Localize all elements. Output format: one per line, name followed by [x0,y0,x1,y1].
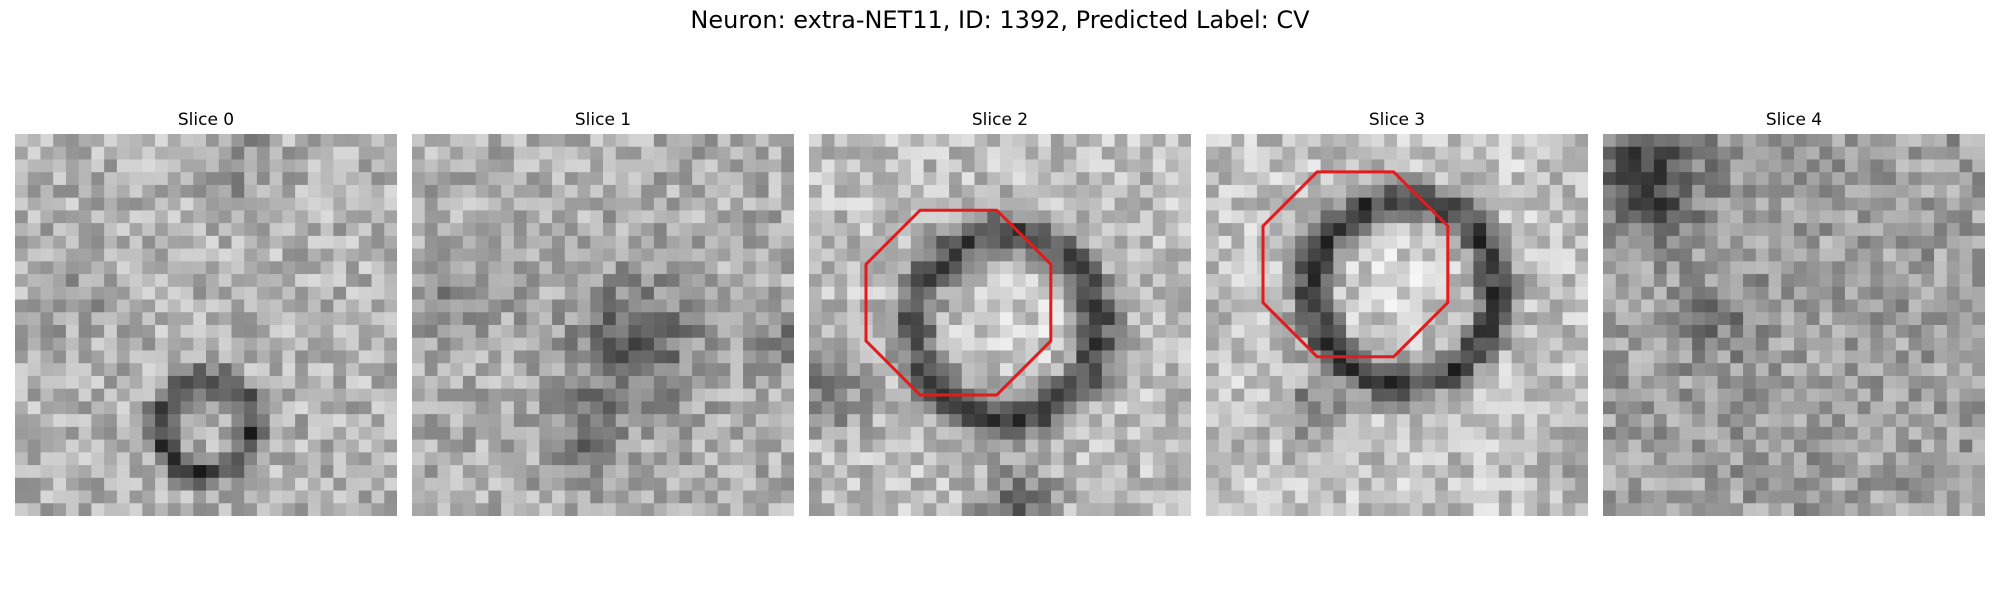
slice-panel-0: Slice 0 [15,110,397,516]
slice-label: Slice 0 [177,110,235,130]
slice-panel-2: Slice 2 [809,110,1191,516]
slice-image-3 [1206,134,1588,516]
detection-outline [1261,170,1450,359]
slice-panel-1: Slice 1 [412,110,794,516]
slice-label: Slice 1 [574,110,632,130]
slice-image-0 [15,134,397,516]
slice-panel-3: Slice 3 [1206,110,1588,516]
slice-panel-4: Slice 4 [1603,110,1985,516]
slice-label: Slice 4 [1765,110,1823,130]
figure-title: Neuron: extra-NET11, ID: 1392, Predicted… [690,6,1310,34]
slice-label: Slice 2 [971,110,1029,130]
detection-outline [864,208,1053,397]
slice-image-2 [809,134,1191,516]
slice-image-4 [1603,134,1985,516]
slice-label: Slice 3 [1368,110,1426,130]
slice-image-1 [412,134,794,516]
